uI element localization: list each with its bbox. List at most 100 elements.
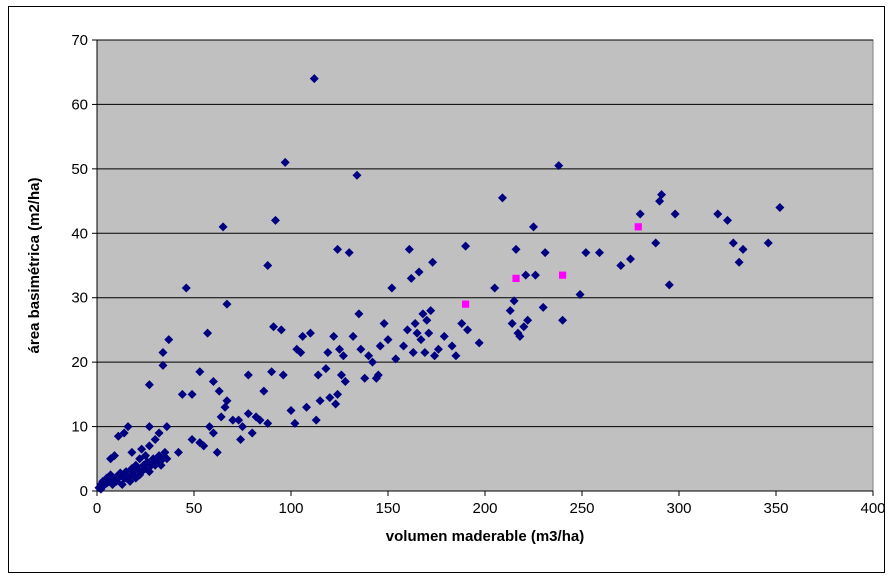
- diamond-marker: [144, 467, 154, 477]
- diamond-marker: [635, 209, 645, 219]
- diamond-marker: [238, 422, 247, 432]
- diamond-marker: [530, 270, 540, 280]
- diamond-marker: [164, 335, 174, 345]
- diamond-marker: [247, 428, 257, 438]
- diamond-marker: [519, 322, 529, 332]
- diamond-marker: [416, 335, 426, 345]
- diamond-marker: [447, 341, 457, 351]
- diamond-marker: [309, 74, 319, 84]
- x-tick-label: 400: [860, 500, 885, 517]
- diamond-marker: [367, 357, 377, 367]
- diamond-marker: [270, 215, 280, 225]
- plot-area: [96, 39, 874, 492]
- diamond-marker: [154, 428, 164, 438]
- diamond-marker: [723, 215, 732, 225]
- diamond-marker: [269, 322, 279, 332]
- diamond-marker: [490, 283, 500, 293]
- x-tick-label: 250: [569, 500, 594, 517]
- diamond-marker: [511, 244, 521, 254]
- diamond-marker: [352, 170, 362, 180]
- diamond-marker: [529, 222, 538, 232]
- diamond-marker: [433, 344, 443, 354]
- plot-background: [96, 39, 874, 492]
- x-tick-label: 0: [93, 500, 101, 517]
- diamond-marker: [356, 344, 366, 354]
- diamond-marker: [158, 360, 168, 370]
- diamond-marker: [212, 447, 222, 457]
- diamond-marker: [162, 454, 172, 464]
- diamond-marker: [354, 309, 364, 319]
- x-axis-title: volumen maderable (m3/ha): [386, 528, 584, 545]
- diamond-marker: [325, 393, 335, 403]
- diamond-marker: [121, 467, 131, 477]
- diamond-marker: [410, 318, 420, 328]
- diamond-marker: [655, 196, 665, 206]
- diamond-marker: [515, 331, 525, 341]
- diamond-marker: [243, 370, 253, 380]
- diamond-marker: [181, 283, 191, 293]
- diamond-marker: [430, 351, 440, 361]
- diamond-marker: [276, 325, 286, 335]
- diamond-marker: [373, 370, 383, 380]
- diamond-marker: [402, 325, 412, 335]
- diamond-marker: [305, 328, 315, 338]
- y-tick-label: 70: [71, 32, 88, 49]
- diamond-marker: [236, 434, 246, 444]
- diamond-marker: [439, 331, 449, 341]
- diamond-marker: [137, 444, 147, 454]
- diamond-marker: [331, 399, 341, 409]
- diamond-marker: [160, 447, 170, 457]
- diamond-marker: [208, 428, 218, 438]
- x-tick-label: 350: [763, 500, 788, 517]
- data-points: [94, 74, 785, 494]
- diamond-marker: [713, 209, 723, 219]
- diamond-marker: [156, 460, 166, 470]
- diamond-marker: [177, 389, 187, 399]
- diamond-marker: [251, 412, 261, 422]
- diamond-marker: [738, 244, 748, 254]
- diamond-marker: [497, 193, 507, 203]
- diamond-marker: [408, 347, 418, 357]
- diamond-marker: [775, 203, 785, 213]
- diamond-marker: [379, 318, 389, 328]
- diamond-marker: [451, 351, 461, 361]
- square-marker: [462, 300, 470, 308]
- diamond-marker: [315, 396, 325, 406]
- diamond-marker: [121, 473, 131, 483]
- diamond-marker: [234, 415, 244, 425]
- diamond-marker: [187, 389, 197, 399]
- diamond-marker: [461, 241, 471, 251]
- diamond-marker: [457, 318, 467, 328]
- diamond-marker: [333, 389, 343, 399]
- diamond-marker: [228, 415, 238, 425]
- x-tick-label: 150: [375, 500, 400, 517]
- diamond-marker: [127, 447, 137, 457]
- diamond-marker: [123, 422, 133, 432]
- diamond-marker: [399, 341, 409, 351]
- diamond-marker: [391, 354, 401, 364]
- diamond-marker: [507, 318, 517, 328]
- diamond-marker: [412, 328, 422, 338]
- diamond-marker: [651, 238, 661, 248]
- tick-labels: 0 10 20 30 40 50 60 70 0 50 100 150 200 250 300 350 400: [71, 32, 885, 517]
- y-axis-title: área basimétrica (m2/ha): [26, 178, 43, 354]
- diamond-marker: [218, 222, 228, 232]
- diamond-marker: [335, 344, 344, 354]
- diamond-marker: [360, 373, 370, 383]
- diamond-marker: [540, 248, 550, 258]
- diamond-marker: [131, 460, 141, 470]
- diamond-marker: [575, 289, 585, 299]
- y-tick-label: 60: [71, 96, 88, 113]
- diamond-marker: [173, 447, 183, 457]
- diamond-marker: [734, 257, 744, 267]
- diamond-marker: [323, 347, 333, 357]
- diamond-marker: [263, 418, 273, 428]
- diamond-marker: [220, 402, 230, 412]
- diamond-marker: [428, 257, 438, 267]
- diamond-marker: [286, 405, 296, 415]
- diamond-marker: [296, 347, 306, 357]
- y-tick-label: 10: [71, 419, 88, 436]
- diamond-marker: [267, 367, 277, 377]
- diamond-marker: [728, 238, 738, 248]
- diamond-marker: [302, 402, 312, 412]
